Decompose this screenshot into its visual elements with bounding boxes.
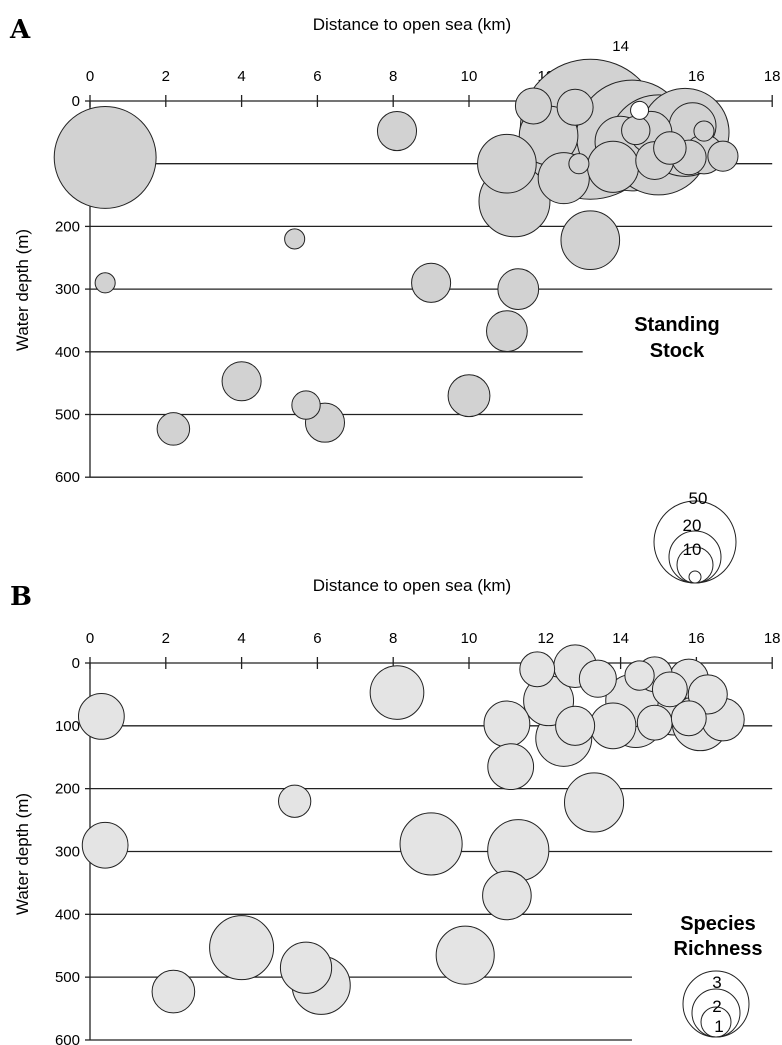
data-bubble — [278, 784, 312, 818]
data-bubble — [209, 915, 275, 981]
data-bubble — [589, 702, 637, 750]
x-tick-label: 18 — [764, 630, 781, 647]
y-tick-label: 500 — [55, 969, 80, 986]
y-tick-label: 0 — [72, 93, 80, 110]
data-bubble — [81, 821, 129, 869]
legend-label: 10 — [683, 540, 702, 559]
legend-circle — [688, 570, 702, 584]
x-tick-label: 8 — [389, 68, 397, 85]
data-bubble — [519, 651, 556, 688]
x-tick-label: 6 — [313, 68, 321, 85]
data-bubble — [151, 969, 196, 1014]
panel-label: B — [10, 582, 32, 612]
data-bubble — [447, 374, 491, 418]
data-bubble — [77, 693, 125, 740]
y-axis-title: Water depth (m) — [13, 229, 32, 351]
data-bubble — [578, 659, 617, 698]
y-tick-label: 400 — [55, 344, 80, 361]
data-bubble — [53, 105, 157, 209]
y-tick-label: 200 — [55, 218, 80, 235]
x-tick-label: 4 — [237, 68, 245, 85]
legend: Species Richness 3 21 — [674, 913, 763, 1038]
data-bubble — [621, 115, 651, 146]
data-bubble — [514, 87, 552, 125]
y-axis-title: Water depth (m) — [13, 793, 32, 915]
x-axis-title: Distance to open sea (km) — [313, 576, 511, 595]
data-bubble — [487, 743, 535, 791]
x-tick-label: 18 — [764, 68, 781, 85]
chart-panel-a: A Distance to open sea (km) Water depth (m… — [9, 15, 781, 584]
panel-label: A — [9, 15, 31, 45]
legend-title-line-1: Standing — [634, 314, 720, 336]
legend-title-line-1: Species — [680, 913, 756, 935]
x-tick-label: 2 — [162, 68, 170, 85]
x-tick-label: 6 — [313, 630, 321, 647]
data-bubble — [630, 100, 650, 120]
y-tick-label: 300 — [55, 281, 80, 298]
data-bubble — [399, 812, 463, 876]
y-tick-label: 500 — [55, 407, 80, 424]
data-bubble — [555, 705, 596, 746]
y-tick-label: 200 — [55, 781, 80, 798]
data-bubble — [560, 210, 621, 271]
x-tick-label: 4 — [237, 630, 245, 647]
data-bubble — [483, 700, 531, 748]
x-tick-label: 14 — [612, 630, 629, 647]
x-tick-label: 16 — [688, 68, 705, 85]
data-bubble — [279, 941, 333, 994]
y-tick-label: 400 — [55, 906, 80, 923]
y-tick-label: 600 — [55, 469, 80, 486]
data-bubble — [568, 153, 590, 175]
legend-title-line-2: Stock — [650, 340, 705, 362]
data-bubble — [670, 700, 707, 737]
y-tick-label: 0 — [72, 655, 80, 672]
data-bubble — [376, 111, 418, 152]
data-bubble — [636, 704, 673, 741]
x-tick-label: 0 — [86, 630, 94, 647]
data-bubble — [497, 268, 540, 310]
x-tick-label: 8 — [389, 630, 397, 647]
legend-label: 20 — [683, 516, 702, 535]
legend-circle — [700, 1006, 732, 1038]
data-bubble — [284, 228, 306, 250]
data-bubble — [487, 819, 550, 882]
x-tick-label: 10 — [461, 630, 478, 647]
x-tick-label: 0 — [86, 68, 94, 85]
data-bubble — [586, 140, 640, 193]
legend-label: 2 — [712, 997, 721, 1016]
legend-label: 1 — [714, 1017, 723, 1036]
data-bubble — [482, 870, 532, 921]
x-axis-title: Distance to open sea (km) — [313, 15, 511, 34]
y-tick-label: 100 — [55, 718, 80, 735]
x-tick-label: 2 — [162, 630, 170, 647]
data-bubble — [369, 665, 425, 720]
y-tick-label: 300 — [55, 843, 80, 860]
data-bubble — [564, 772, 625, 833]
x-tick-label: 16 — [688, 630, 705, 647]
data-bubble — [221, 361, 262, 402]
chart-panel-b: B Distance to open sea (km) Water depth (m… — [10, 576, 781, 1045]
data-bubble — [477, 133, 537, 194]
data-bubble — [291, 390, 321, 420]
y-tick-label: 600 — [55, 1032, 80, 1045]
legend-title-line-2: Richness — [674, 938, 763, 960]
data-bubble — [651, 671, 688, 708]
data-bubble — [624, 660, 655, 691]
data-bubble — [486, 310, 528, 352]
data-bubble — [556, 88, 594, 126]
legend: Standing Stock 50 20 10 — [634, 314, 737, 584]
data-bubble — [411, 262, 452, 303]
data-bubble — [156, 412, 191, 446]
legend-label: 50 — [689, 489, 708, 508]
data-bubble — [94, 272, 116, 294]
data-bubble — [653, 131, 687, 165]
x-tick-label: 12 — [537, 630, 554, 647]
data-bubble — [435, 925, 495, 985]
x-tick-label: 10 — [461, 68, 478, 85]
legend-label: 3 — [712, 973, 721, 992]
data-bubble — [707, 140, 739, 172]
x-tick-label: 14 — [612, 38, 629, 55]
data-bubble — [693, 120, 715, 142]
